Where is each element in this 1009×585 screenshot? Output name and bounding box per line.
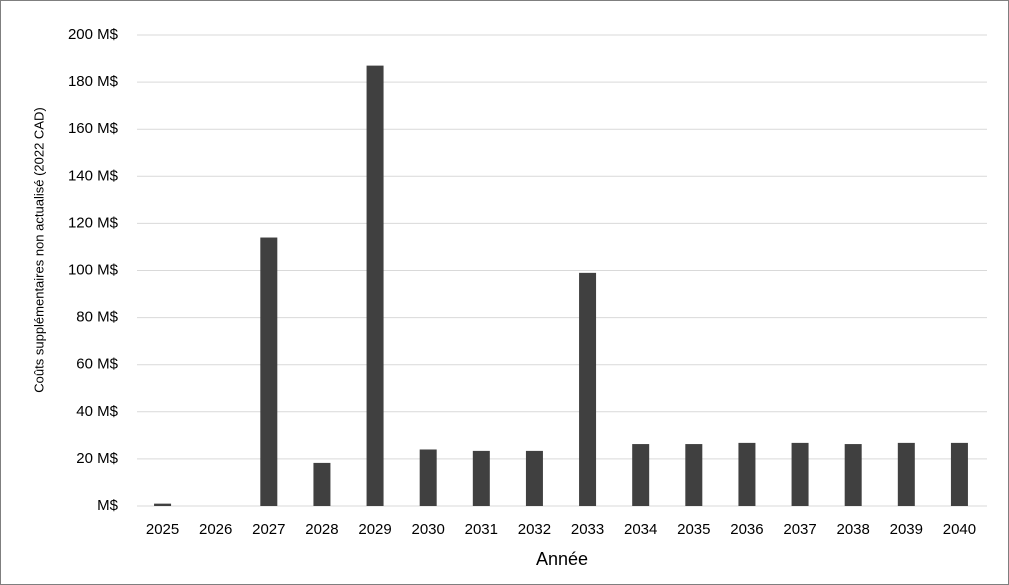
y-axis-label: Coûts supplémentaires non actualisé (202… — [31, 107, 46, 392]
y-tick-label: 120 M$ — [68, 214, 119, 231]
y-tick-label: 180 M$ — [68, 73, 119, 90]
x-tick-label: 2035 — [677, 521, 710, 538]
bar — [579, 272, 597, 506]
x-tick-label: 2031 — [465, 521, 498, 538]
bar — [844, 444, 862, 506]
bar — [313, 462, 331, 506]
y-tick-label: 80 M$ — [76, 309, 118, 326]
bar — [632, 444, 650, 506]
x-tick-label: 2033 — [571, 521, 604, 538]
x-tick-label: 2028 — [305, 521, 338, 538]
x-tick-label: 2027 — [252, 521, 285, 538]
x-tick-label: 2038 — [837, 521, 870, 538]
y-tick-label: 100 M$ — [68, 261, 119, 278]
bar — [897, 442, 915, 506]
y-tick-label: 140 M$ — [68, 167, 119, 184]
y-tick-label: 160 M$ — [68, 120, 119, 137]
x-tick-label: 2025 — [146, 521, 179, 538]
bar — [950, 442, 968, 506]
bar — [419, 449, 437, 506]
x-tick-label: 2037 — [783, 521, 816, 538]
y-tick-label: 40 M$ — [76, 403, 118, 420]
bar — [738, 442, 756, 506]
x-tick-label: 2039 — [890, 521, 923, 538]
x-tick-label: 2034 — [624, 521, 657, 538]
y-tick-label: M$ — [97, 497, 118, 514]
bar — [260, 237, 278, 506]
x-tick-label: 2029 — [358, 521, 391, 538]
x-tick-label: 2032 — [518, 521, 551, 538]
x-axis-label: Année — [536, 549, 588, 569]
y-tick-label: 20 M$ — [76, 450, 118, 467]
bar — [366, 65, 384, 507]
bar — [472, 450, 490, 506]
x-tick-label: 2026 — [199, 521, 232, 538]
bar — [791, 442, 809, 506]
x-tick-label: 2030 — [412, 521, 445, 538]
y-tick-label: 200 M$ — [68, 26, 119, 43]
bar — [154, 503, 172, 506]
x-tick-label: 2040 — [943, 521, 976, 538]
y-tick-label: 60 M$ — [76, 356, 118, 373]
x-tick-label: 2036 — [730, 521, 763, 538]
bar — [525, 450, 543, 506]
bar — [685, 444, 703, 506]
